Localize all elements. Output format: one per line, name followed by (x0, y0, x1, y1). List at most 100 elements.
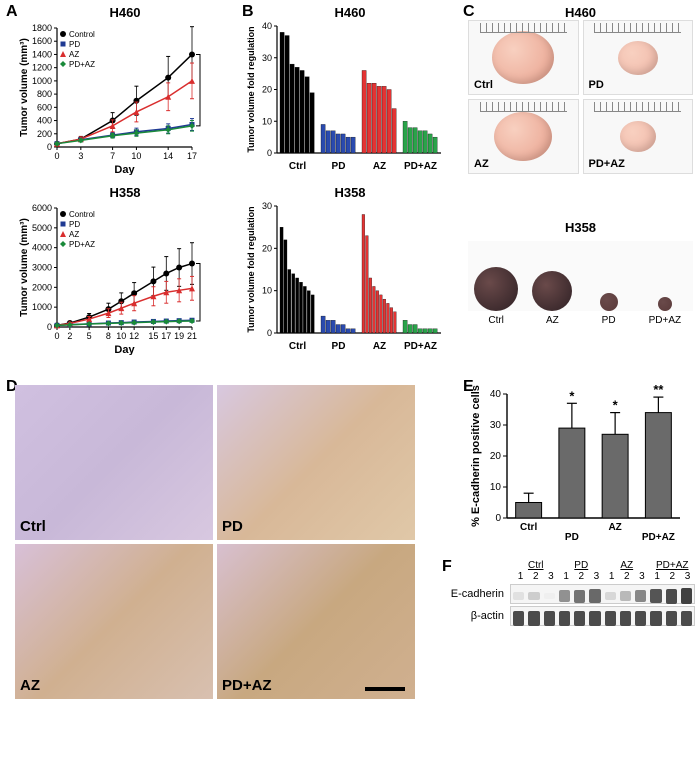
svg-text:AZ: AZ (69, 50, 79, 59)
svg-text:400: 400 (37, 116, 52, 126)
svg-text:PD: PD (332, 161, 346, 172)
tumor-photo-grid: CtrlPDAZPD+AZ (468, 20, 693, 174)
blot-group: PD (559, 560, 605, 571)
svg-text:AZ: AZ (373, 341, 386, 352)
chart-title: H460 (468, 5, 693, 20)
chart-title: H460 (245, 5, 455, 20)
svg-text:*: * (613, 398, 619, 413)
svg-text:4000: 4000 (32, 243, 52, 253)
svg-text:Tumor volume fold regulation: Tumor volume fold regulation (246, 206, 256, 332)
chart-title: H358 (245, 185, 455, 200)
svg-text:1400: 1400 (32, 49, 52, 59)
svg-text:10: 10 (131, 151, 141, 161)
chart-title: H460 (15, 5, 235, 20)
svg-text:5: 5 (87, 331, 92, 341)
svg-text:10: 10 (490, 482, 502, 493)
ihc-label: PD+AZ (222, 677, 272, 694)
ihc-az: AZ (15, 544, 213, 699)
svg-text:Tumor volume fold regulation: Tumor volume fold regulation (246, 26, 256, 152)
svg-text:Day: Day (114, 164, 135, 175)
svg-text:14: 14 (163, 151, 173, 161)
panel-d-ihc: Ctrl PD AZ PD+AZ (15, 385, 415, 699)
barchart-svg: 010203040% E-cadherin positive cellsCtrl… (465, 380, 690, 550)
panel-b-h460: H460 010203040Tumor volume fold regulati… (245, 5, 455, 175)
chart-title: H358 (468, 220, 693, 235)
svg-text:21: 21 (187, 331, 197, 341)
panel-c-h358: H358 CtrlAZPDPD+AZ (468, 220, 693, 326)
panel-c-h460: H460 CtrlPDAZPD+AZ (468, 5, 693, 174)
scale-bar (365, 687, 405, 691)
blot-group-header: Ctrl PD AZ PD+AZ (513, 560, 695, 571)
svg-text:PD+AZ: PD+AZ (69, 240, 95, 249)
svg-text:200: 200 (37, 129, 52, 139)
svg-text:PD+AZ: PD+AZ (642, 532, 675, 543)
svg-text:0: 0 (267, 328, 272, 338)
svg-text:800: 800 (37, 89, 52, 99)
svg-text:PD: PD (69, 40, 80, 49)
svg-text:% E-cadherin positive cells: % E-cadherin positive cells (470, 385, 482, 527)
bar-chart-h358: 0102030Tumor volume fold regulationCtrlP… (245, 200, 445, 355)
ihc-label: AZ (20, 677, 40, 694)
tumor-labels-row: CtrlAZPDPD+AZ (468, 315, 693, 326)
svg-text:1200: 1200 (32, 63, 52, 73)
panel-b-h358: H358 0 10 20 30 Tumor volume fold regulation… (245, 185, 455, 355)
svg-text:600: 600 (37, 102, 52, 112)
svg-text:PD: PD (565, 532, 579, 543)
svg-text:Control: Control (69, 30, 95, 39)
blot-group: AZ (604, 560, 650, 571)
svg-text:Control: Control (69, 210, 95, 219)
svg-text:2: 2 (67, 331, 72, 341)
svg-text:3: 3 (78, 151, 83, 161)
svg-text:8: 8 (106, 331, 111, 341)
panel-f-blot: Ctrl PD AZ PD+AZ 123123123123 E-cadherin… (445, 560, 695, 628)
svg-text:*: * (569, 388, 575, 403)
svg-text:2000: 2000 (32, 282, 52, 292)
svg-text:17: 17 (187, 151, 197, 161)
svg-text:PD: PD (69, 220, 80, 229)
svg-text:Tumor volume (mm³): Tumor volume (mm³) (19, 38, 30, 137)
svg-text:0: 0 (54, 331, 59, 341)
svg-text:1600: 1600 (32, 36, 52, 46)
svg-text:PD+AZ: PD+AZ (404, 161, 437, 172)
svg-text:Day: Day (114, 344, 135, 355)
panel-a-h460: H460 02004006008001000120014001600180003… (15, 5, 235, 175)
svg-text:5000: 5000 (32, 223, 52, 233)
svg-text:30: 30 (490, 420, 502, 431)
svg-text:PD+AZ: PD+AZ (404, 341, 437, 352)
svg-text:Ctrl: Ctrl (289, 161, 306, 172)
svg-text:17: 17 (161, 331, 171, 341)
barchart-svg: 0102030Tumor volume fold regulationCtrlP… (245, 200, 445, 355)
bar-chart-h460: 010203040Tumor volume fold regulationCtr… (245, 20, 445, 175)
barchart-svg: 010203040Tumor volume fold regulationCtr… (245, 20, 445, 175)
svg-text:AZ: AZ (69, 230, 79, 239)
ihc-label: PD (222, 518, 243, 535)
svg-text:0: 0 (47, 142, 52, 152)
svg-text:1000: 1000 (32, 76, 52, 86)
svg-text:PD+AZ: PD+AZ (69, 60, 95, 69)
panel-e-bar: 010203040% E-cadherin positive cellsCtrl… (465, 380, 690, 555)
svg-text:6000: 6000 (32, 203, 52, 213)
svg-text:1800: 1800 (32, 23, 52, 33)
tumor-photo: Ctrl (468, 20, 579, 95)
svg-text:7: 7 (110, 151, 115, 161)
ihc-grid: Ctrl PD AZ PD+AZ (15, 385, 415, 699)
ihc-label: Ctrl (20, 518, 46, 535)
ihc-pd: PD (217, 385, 415, 540)
linechart-svg: 0100020003000400050006000025810121517192… (15, 200, 210, 355)
svg-text:0: 0 (47, 322, 52, 332)
blot-group: Ctrl (513, 560, 559, 571)
svg-text:0: 0 (495, 513, 501, 524)
svg-text:Ctrl: Ctrl (520, 522, 537, 533)
svg-text:10: 10 (262, 116, 272, 126)
svg-text:20: 20 (490, 451, 502, 462)
svg-text:20: 20 (262, 243, 272, 253)
line-chart-h460: 0200400600800100012001400160018000371014… (15, 20, 210, 175)
linechart-svg: 0200400600800100012001400160018000371014… (15, 20, 210, 175)
tumor-photo: PD (583, 20, 694, 95)
svg-text:10: 10 (262, 286, 272, 296)
svg-text:30: 30 (262, 201, 272, 211)
svg-text:**: ** (205, 89, 210, 98)
svg-text:AZ: AZ (608, 522, 621, 533)
tumor-photo: AZ (468, 99, 579, 174)
svg-text:10: 10 (116, 331, 126, 341)
